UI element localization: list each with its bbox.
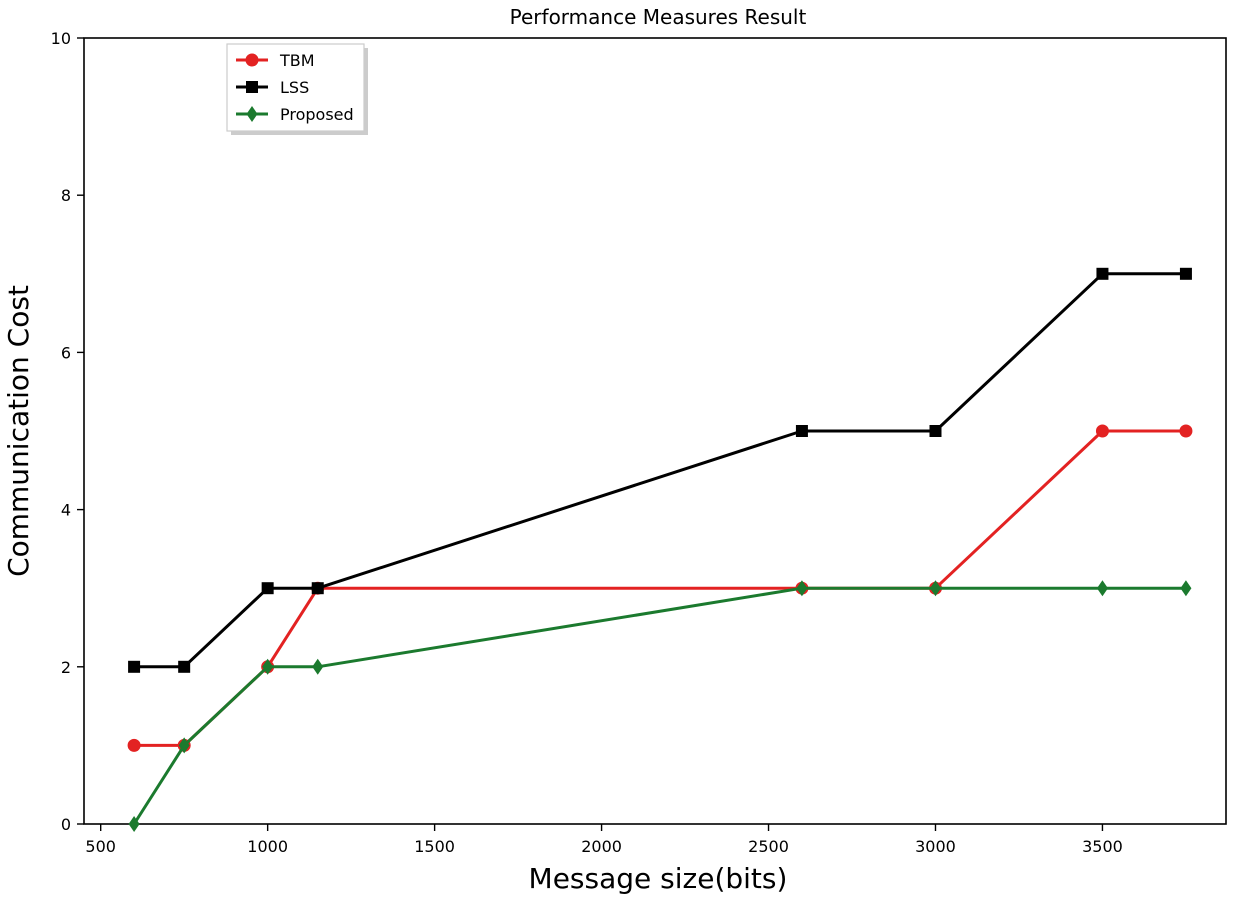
legend-label-proposed: Proposed — [280, 105, 354, 124]
data-point-proposed — [1096, 580, 1108, 597]
data-point-lss — [1179, 267, 1192, 280]
data-point-lss — [261, 582, 274, 595]
data-point-lss — [1096, 267, 1109, 280]
data-point-tbm — [1095, 424, 1109, 438]
legend-label-lss: LSS — [280, 78, 309, 97]
data-point-proposed — [312, 658, 324, 675]
data-point-lss — [929, 425, 942, 437]
x-tick-label: 2500 — [748, 837, 789, 856]
series-line-lss — [134, 272, 1186, 669]
chart-title: Performance Measures Result — [510, 5, 807, 29]
x-axis: 500 1000 1500 2000 2500 3000 3500 — [85, 824, 1123, 856]
data-point-lss — [128, 660, 141, 673]
y-tick-label: 10 — [51, 29, 71, 48]
y-tick-label: 2 — [61, 658, 71, 677]
series-layer — [127, 267, 1193, 832]
data-point-tbm — [127, 738, 141, 752]
y-tick-label: 0 — [61, 815, 71, 834]
series-proposed — [128, 580, 1192, 832]
data-point-lss — [311, 582, 324, 595]
x-tick-label: 3000 — [915, 837, 956, 856]
y-tick-label: 6 — [61, 343, 71, 362]
y-axis-title: Communication Cost — [2, 285, 35, 577]
data-point-tbm — [1179, 424, 1193, 438]
legend-marker-tbm — [245, 53, 259, 67]
data-point-proposed — [178, 737, 190, 754]
series-line-proposed — [132, 586, 1186, 825]
x-tick-label: 2000 — [581, 837, 622, 856]
plot-frame — [83, 37, 1227, 825]
data-point-proposed — [262, 658, 274, 675]
legend-marker-lss — [246, 81, 258, 93]
legend-marker-proposed — [246, 106, 258, 122]
data-point-proposed — [796, 580, 808, 597]
series-lss — [128, 267, 1192, 673]
data-point-proposed — [1180, 580, 1192, 597]
data-point-lss — [795, 425, 808, 437]
data-point-lss — [178, 660, 191, 673]
x-tick-label: 500 — [85, 837, 116, 856]
data-point-proposed — [929, 580, 941, 597]
y-tick-label: 4 — [61, 501, 71, 520]
legend: TBM LSS Proposed — [226, 43, 368, 135]
y-axis: 0 2 4 6 8 10 — [51, 29, 84, 834]
x-tick-label: 1500 — [414, 837, 455, 856]
x-tick-label: 1000 — [247, 837, 288, 856]
y-tick-label: 8 — [61, 186, 71, 205]
x-axis-title: Message size(bits) — [529, 862, 788, 895]
x-tick-label: 3500 — [1082, 837, 1123, 856]
legend-label-tbm: TBM — [279, 51, 315, 70]
data-point-proposed — [128, 816, 140, 832]
